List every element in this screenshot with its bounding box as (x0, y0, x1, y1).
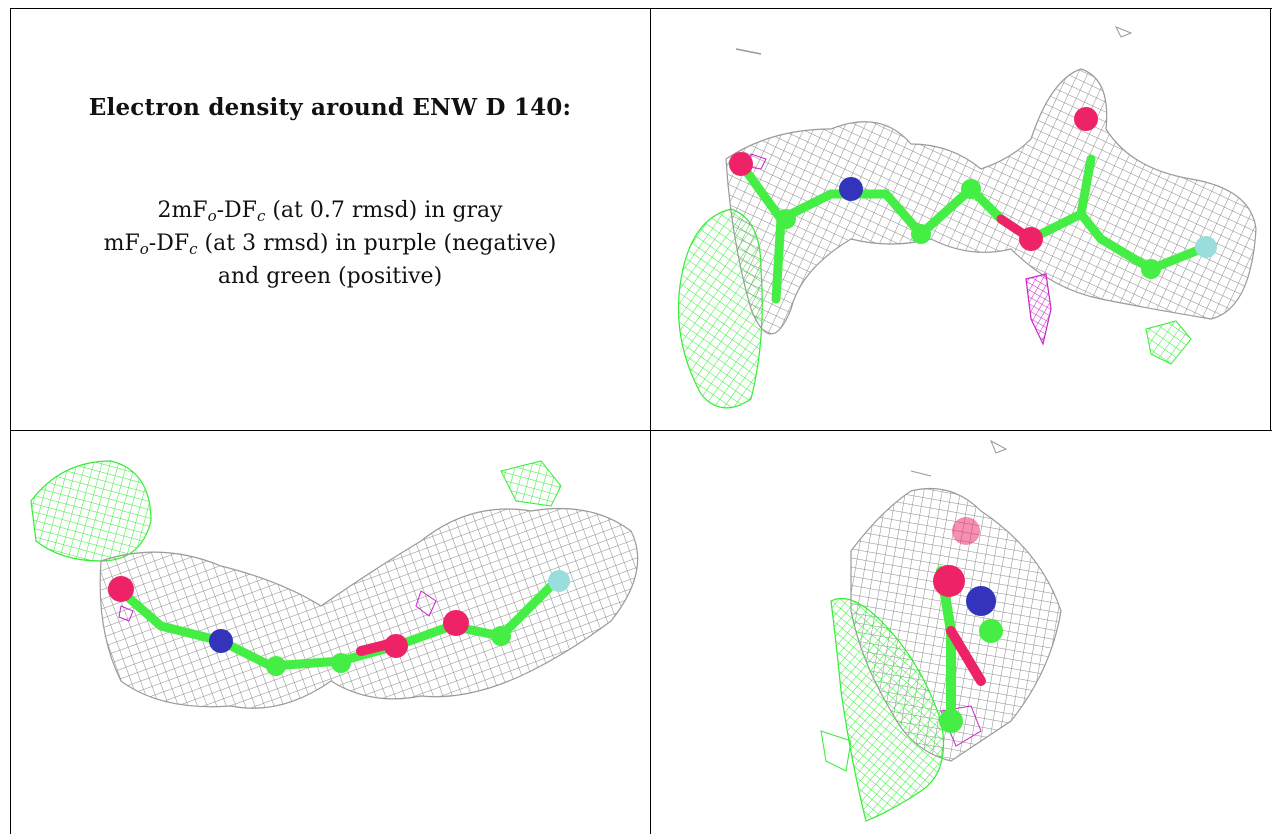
legend-line-2fofc: 2mFo-DFc (at 0.7 rmsd) in gray (157, 198, 503, 225)
legend-line-fofc: mFo-DFc (at 3 rmsd) in purple (negative) (103, 231, 557, 258)
negative-density-mesh (118, 590, 437, 622)
positive-density-mesh (30, 460, 562, 562)
positive-density-mesh (820, 597, 945, 822)
ligand-model (108, 570, 570, 676)
density-panel-end-on (651, 431, 1270, 834)
gray-density-mesh (725, 26, 1257, 335)
grid-top-border (10, 8, 1272, 9)
grid-center-border (650, 8, 651, 834)
legend-text: 2mFo-DFc (at 0.7 rmsd) in gray mFo-DFc (… (104, 197, 557, 290)
figure-grid: Electron density around ENW D 140: 2mFo-… (10, 8, 1272, 834)
gray-density-mesh (99, 507, 639, 709)
legend-cell: Electron density around ENW D 140: 2mFo-… (10, 8, 650, 430)
ligand-model (933, 517, 1003, 733)
figure-title: Electron density around ENW D 140: (88, 94, 572, 121)
grid-right-border (1270, 8, 1271, 430)
legend-line-positive: and green (positive) (217, 264, 443, 289)
negative-density-mesh (940, 705, 982, 747)
density-panel-side (11, 431, 650, 834)
ligand-model (729, 107, 1217, 304)
grid-left-border (10, 8, 11, 834)
negative-density-mesh (748, 153, 1052, 346)
grid-middle-border (10, 430, 1272, 431)
density-panel-front (651, 9, 1270, 430)
